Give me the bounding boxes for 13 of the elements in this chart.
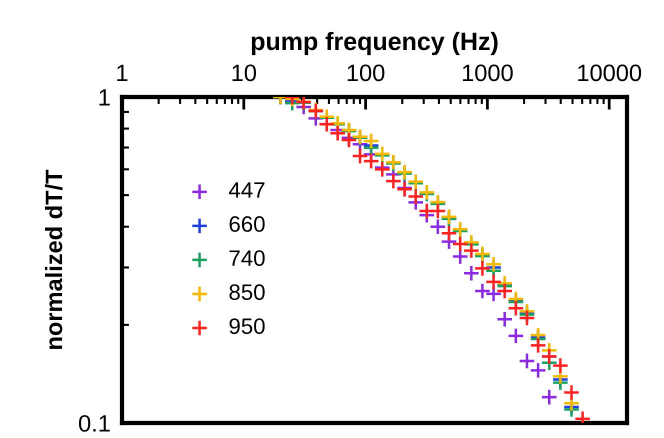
- x-tick-label: 10000: [578, 64, 642, 82]
- y-tick-label: 0.1: [78, 415, 110, 432]
- x-tick-label: 10: [232, 64, 256, 82]
- legend-label: 447: [228, 182, 264, 198]
- legend-label: 950: [230, 318, 265, 334]
- y-axis-title: normalized dT/T: [44, 170, 63, 349]
- x-axis-title: pump frequency (Hz): [252, 32, 498, 56]
- x-tick-label: 1000: [462, 64, 513, 82]
- x-tick-label: 100: [348, 64, 384, 82]
- legend-label: 740: [230, 250, 265, 266]
- legend-label: 660: [230, 216, 265, 232]
- x-tick-label: 1: [117, 64, 128, 81]
- legend-label: 850: [229, 284, 265, 300]
